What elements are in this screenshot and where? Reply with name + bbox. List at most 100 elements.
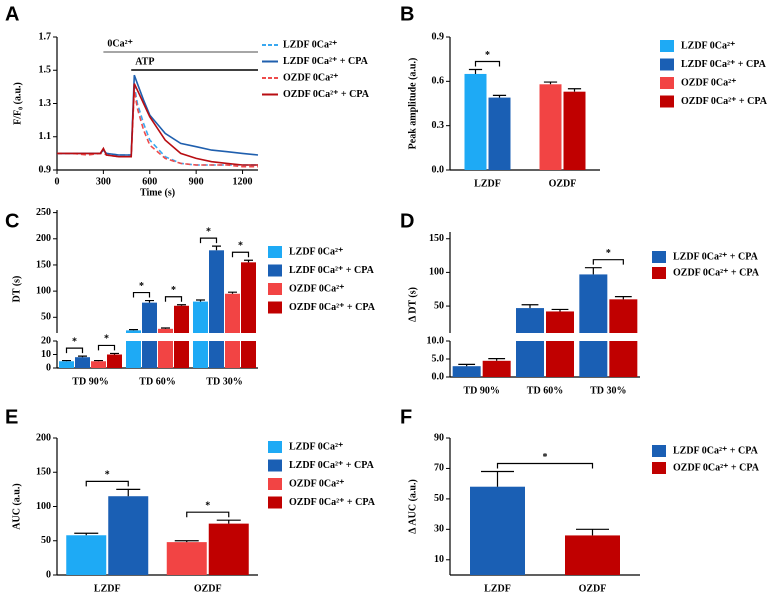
y-tick-label: 250: [36, 207, 51, 218]
error-bar: [62, 359, 71, 362]
y-tick-label: 1.7: [39, 31, 52, 42]
legend-swatch: [652, 445, 666, 457]
legend-label: LZDF 0Ca²⁺ + CPA: [289, 460, 375, 471]
error-bar: [244, 259, 253, 263]
legend-label: LZDF 0Ca²⁺: [283, 39, 337, 50]
legend-label: LZDF 0Ca²⁺ + CPA: [681, 59, 767, 70]
bar: [452, 366, 481, 377]
legend-swatch: [660, 40, 674, 52]
y-tick-label: 50: [434, 300, 444, 311]
bar: [482, 360, 511, 377]
y-tick-label: 0.6: [432, 76, 445, 87]
x-tick-label: TD 30%: [590, 385, 626, 396]
legend-label: OZDF 0Ca²⁺: [681, 77, 736, 88]
y-tick-label: 50: [41, 535, 51, 546]
significance-bracket: [199, 237, 218, 244]
bar: [91, 361, 106, 368]
period-label: 0Ca²⁺: [107, 38, 133, 49]
legend-swatch: [268, 496, 282, 509]
y-tick-label: 10: [41, 349, 51, 360]
line-series: [57, 83, 258, 166]
y-tick-label: 20: [41, 335, 51, 346]
y-axis-label: Δ AUC (a.u.): [407, 479, 418, 534]
legend-swatch: [660, 58, 674, 71]
significance-bracket: [97, 344, 116, 351]
bar: [107, 354, 122, 368]
error-bar: [228, 291, 237, 294]
error-bar: [468, 68, 483, 74]
legend-label: OZDF 0Ca²⁺: [283, 72, 338, 83]
x-tick-label: TD 90%: [72, 376, 108, 387]
legend-label: LZDF 0Ca²⁺: [289, 441, 343, 452]
significance-bracket: [65, 347, 84, 354]
legend-swatch: [268, 283, 282, 295]
y-tick-label: 150: [36, 259, 51, 270]
legend-swatch: [268, 459, 282, 472]
significance-label: *: [139, 281, 144, 292]
bar: [546, 311, 574, 377]
legend-label: LZDF 0Ca²⁺: [681, 40, 735, 51]
x-tick-label: 900: [189, 176, 204, 187]
y-tick-label: 0.3: [432, 120, 445, 131]
y-axis-label: AUC (a.u.): [11, 483, 22, 529]
y-tick-label: 200: [36, 432, 51, 443]
error-bar: [110, 352, 119, 355]
error-bar: [492, 94, 507, 98]
bar: [108, 496, 149, 575]
error-bar: [129, 328, 138, 331]
legend-label: LZDF 0Ca²⁺ + CPA: [673, 445, 759, 456]
legend-swatch: [652, 251, 666, 263]
bar: [75, 357, 90, 368]
bar: [516, 308, 544, 377]
y-tick-label: 0.0: [432, 371, 445, 382]
y-tick-label: 10.0: [427, 335, 445, 346]
error-bar: [584, 267, 602, 275]
significance-bracket: [496, 462, 594, 469]
bar: [59, 361, 74, 368]
bar: [488, 97, 511, 170]
significance-bracket: [231, 251, 250, 258]
legend-label: OZDF 0Ca²⁺ + CPA: [681, 96, 768, 107]
significance-label: *: [105, 470, 110, 481]
significance-label: *: [238, 241, 243, 252]
significance-label: *: [206, 226, 211, 237]
legend-label: OZDF 0Ca²⁺ + CPA: [673, 267, 760, 278]
significance-label: *: [171, 285, 176, 296]
bar: [565, 535, 620, 575]
x-tick-label: OZDF: [549, 178, 577, 189]
error-bar: [145, 299, 154, 303]
x-tick-label: TD 30%: [206, 376, 242, 387]
x-tick-label: TD 90%: [463, 385, 499, 396]
x-tick-label: TD 60%: [527, 385, 563, 396]
panel-letter: B: [400, 3, 414, 25]
significance-label: *: [543, 452, 548, 463]
significance-bracket: [186, 511, 230, 518]
legend-swatch: [652, 462, 666, 474]
panel-letter: A: [5, 3, 19, 25]
axis-break: [58, 333, 259, 341]
x-axis-label: Time (s): [140, 187, 175, 198]
error-bar: [458, 363, 476, 367]
y-tick-label: 150: [429, 233, 444, 244]
x-tick-label: OZDF: [579, 583, 607, 594]
y-tick-label: 70: [434, 463, 444, 474]
significance-label: *: [72, 336, 77, 347]
significance-label: *: [104, 334, 109, 345]
bar: [539, 84, 562, 170]
error-bar: [212, 245, 221, 251]
error-bar: [488, 358, 506, 361]
legend-label: LZDF 0Ca²⁺: [289, 246, 343, 257]
y-tick-label: 1.3: [39, 98, 52, 109]
x-tick-label: LZDF: [94, 583, 121, 594]
x-tick-label: 600: [142, 176, 157, 187]
error-bar: [161, 327, 170, 329]
error-bar: [196, 299, 205, 302]
period-label: ATP: [135, 56, 154, 67]
legend-label: OZDF 0Ca²⁺ + CPA: [283, 89, 370, 100]
bar: [225, 293, 240, 368]
legend-swatch: [268, 478, 282, 490]
x-tick-label: LZDF: [484, 583, 511, 594]
error-bar: [521, 304, 539, 309]
error-bar: [94, 359, 103, 362]
